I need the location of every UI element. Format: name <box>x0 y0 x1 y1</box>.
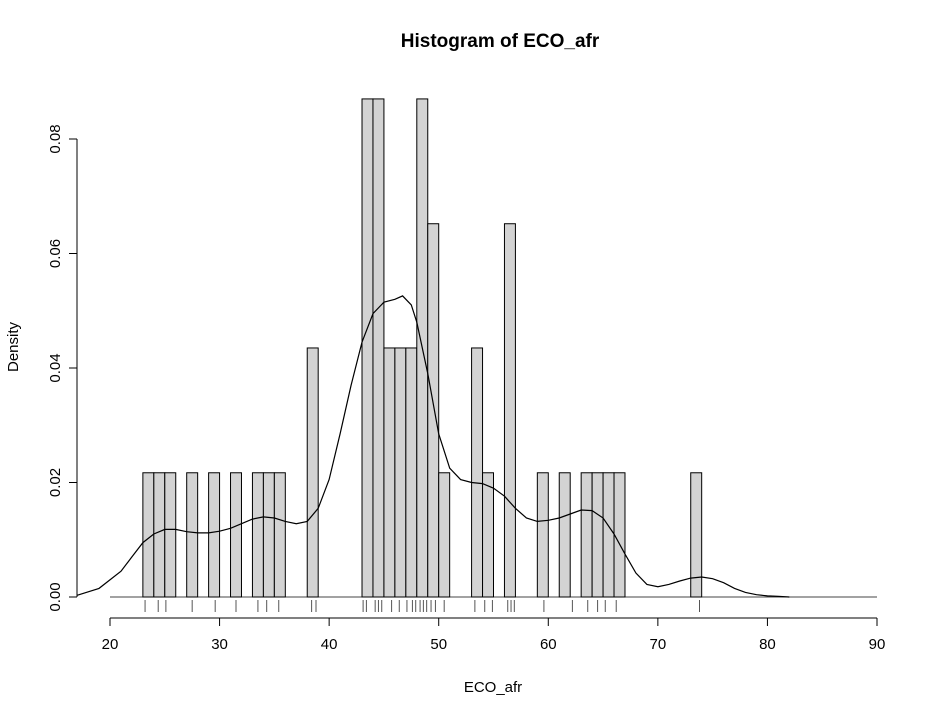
histogram-bar <box>186 472 199 598</box>
histogram-bar <box>482 472 494 598</box>
y-tick-label: 0.00 <box>47 582 64 611</box>
y-tick-label: 0.08 <box>47 124 64 153</box>
y-axis: 0.00 0.02 0.04 0.06 0.08 <box>47 124 78 612</box>
x-tick-label: 80 <box>759 636 776 653</box>
histogram-bar <box>613 472 626 598</box>
y-tick-label: 0.04 <box>47 353 64 382</box>
histogram-bar <box>438 472 451 598</box>
histogram-bar <box>262 472 275 598</box>
x-axis-label: ECO_afr <box>464 679 522 696</box>
histogram-bar <box>394 347 407 598</box>
x-axis: 20 30 40 50 60 70 80 90 <box>102 617 886 653</box>
histogram-bar <box>306 347 319 598</box>
x-tick-label: 50 <box>430 636 447 653</box>
histogram-bar <box>405 347 418 598</box>
density-line <box>76 295 790 598</box>
histogram-bar <box>164 472 177 598</box>
histogram-bar <box>580 472 593 598</box>
histogram-bar <box>558 472 571 598</box>
histogram-bar <box>251 472 264 598</box>
histogram-bar <box>602 472 615 598</box>
rug-marks <box>144 600 700 612</box>
histogram-bar <box>536 472 549 598</box>
y-tick-label: 0.06 <box>47 239 64 268</box>
x-tick-label: 60 <box>540 636 557 653</box>
histogram-bars <box>110 98 877 598</box>
x-tick-label: 40 <box>321 636 338 653</box>
y-tick-label: 0.02 <box>47 468 64 497</box>
histogram-bar <box>273 472 286 598</box>
x-tick-label: 70 <box>650 636 667 653</box>
histogram-bar <box>503 223 516 598</box>
density-curve <box>76 295 790 598</box>
histogram-bar <box>361 98 374 598</box>
x-tick-label: 30 <box>211 636 228 653</box>
histogram-bar <box>383 347 396 598</box>
histogram-bar <box>153 472 166 598</box>
histogram-bar <box>230 472 242 598</box>
chart-title: Histogram of ECO_afr <box>401 31 600 52</box>
histogram-bar <box>591 472 604 598</box>
x-tick-label: 20 <box>102 636 119 653</box>
histogram-bar <box>427 223 440 598</box>
y-axis-label: Density <box>5 321 22 372</box>
x-tick-label: 90 <box>869 636 886 653</box>
histogram-bar <box>690 472 703 598</box>
histogram-bar <box>208 472 221 598</box>
histogram-bar <box>471 347 484 598</box>
histogram-bar <box>372 98 385 598</box>
